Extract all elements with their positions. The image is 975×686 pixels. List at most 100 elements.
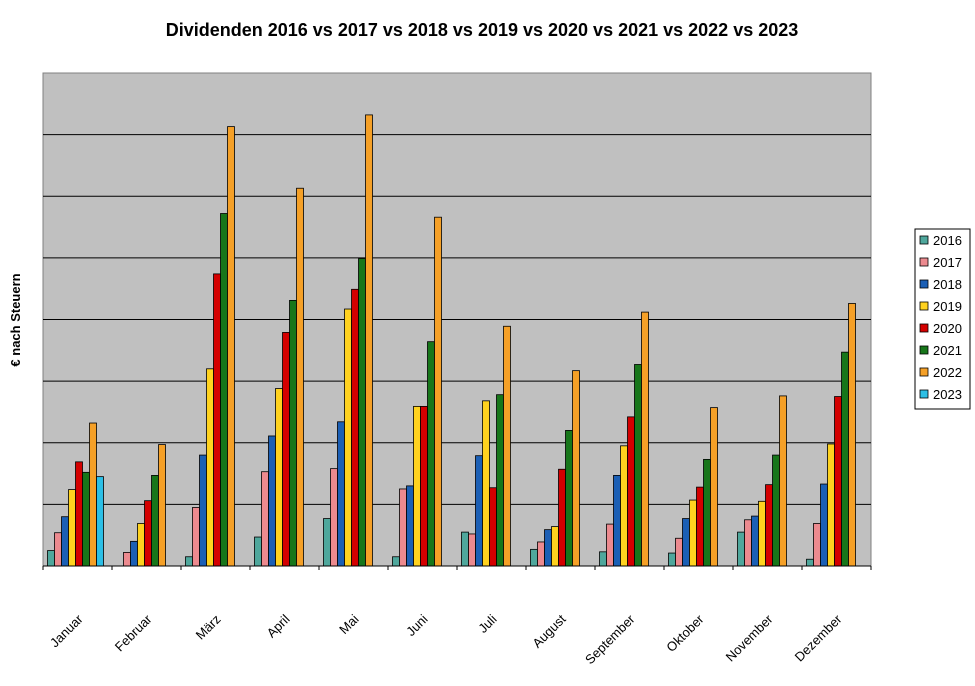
- bar-2021-8: [634, 364, 642, 567]
- bar-2021-6: [496, 394, 504, 567]
- bar-2021-4: [358, 258, 366, 567]
- bar-2018-9: [682, 518, 690, 567]
- x-tick-label: April: [264, 611, 293, 640]
- bar-2020-1: [144, 500, 152, 567]
- bar-2017-7: [537, 541, 545, 567]
- bar-2022-8: [641, 311, 649, 567]
- bar-2017-5: [399, 488, 407, 567]
- bar-2020-10: [765, 484, 773, 567]
- bar-2019-11: [827, 443, 835, 567]
- legend-label-2018: 2018: [933, 277, 962, 292]
- chart-title: Dividenden 2016 vs 2017 vs 2018 vs 2019 …: [166, 20, 799, 40]
- axes: [42, 565, 872, 570]
- legend-swatch-2017: [919, 257, 929, 267]
- bar-2020-3: [282, 332, 290, 567]
- bar-2016-4: [323, 518, 331, 567]
- bar-2018-7: [544, 529, 552, 567]
- bar-2018-1: [130, 540, 138, 567]
- bar-2020-5: [420, 405, 428, 567]
- x-tick-label: Mai: [336, 611, 361, 636]
- legend-swatch-2020: [919, 323, 929, 333]
- bar-2022-1: [158, 444, 166, 567]
- gridlines: [43, 134, 871, 505]
- bar-2020-9: [696, 486, 704, 567]
- legend-label-2017: 2017: [933, 255, 962, 270]
- x-tick-label: Februar: [112, 611, 155, 654]
- bar-2018-6: [475, 455, 483, 567]
- bar-2016-0: [47, 550, 55, 567]
- bar-2016-11: [806, 558, 814, 567]
- legend-swatch-2021: [919, 345, 929, 355]
- bar-2022-6: [503, 325, 511, 567]
- bar-2021-2: [220, 213, 228, 567]
- bar-2017-6: [468, 533, 476, 567]
- bar-2023-0: [96, 476, 104, 567]
- bar-2017-9: [675, 537, 683, 567]
- legend: 2016 2017 2018 2019 2020 2021 2022 2023: [914, 228, 971, 410]
- bar-2019-2: [206, 368, 214, 567]
- bar-2021-0: [82, 471, 90, 567]
- bar-2016-3: [254, 536, 262, 567]
- legend-swatch-2018: [919, 279, 929, 289]
- bar-2021-11: [841, 351, 849, 567]
- bar-2018-0: [61, 516, 69, 567]
- legend-label-2023: 2023: [933, 387, 962, 402]
- x-tick-label: Januar: [47, 611, 86, 650]
- x-tick-label: August: [529, 611, 568, 650]
- x-tick-label: Juli: [475, 611, 499, 635]
- bar-2018-5: [406, 485, 414, 567]
- bar-2022-2: [227, 126, 235, 567]
- bar-2022-11: [848, 303, 856, 567]
- bar-2017-0: [54, 532, 62, 567]
- bar-2022-7: [572, 370, 580, 567]
- bar-2018-3: [268, 435, 276, 567]
- bar-2018-2: [199, 454, 207, 567]
- legend-swatch-2019: [919, 301, 929, 311]
- bar-2021-10: [772, 454, 780, 567]
- bar-2017-2: [192, 507, 200, 567]
- bar-2017-10: [744, 519, 752, 567]
- legend-label-2016: 2016: [933, 233, 962, 248]
- x-tick-label: Oktober: [663, 611, 707, 655]
- bar-2021-7: [565, 430, 573, 567]
- bar-2018-8: [613, 475, 621, 567]
- bar-2017-4: [330, 468, 338, 567]
- legend-label-2022: 2022: [933, 365, 962, 380]
- legend-swatch-2022: [919, 367, 929, 377]
- x-tick-label: Juni: [403, 611, 431, 639]
- legend-label-2021: 2021: [933, 343, 962, 358]
- bar-2020-11: [834, 396, 842, 567]
- bar-2020-8: [627, 416, 635, 567]
- bar-2021-3: [289, 299, 297, 567]
- bar-2019-7: [551, 526, 559, 567]
- x-tick-labels: Januar Februar März April Mai Juni Juli August S…: [47, 611, 845, 667]
- bar-2019-1: [137, 523, 145, 567]
- bar-2021-1: [151, 475, 159, 567]
- x-tick-label: Dezember: [792, 611, 845, 664]
- legend-label-2020: 2020: [933, 321, 962, 336]
- bar-2017-8: [606, 523, 614, 567]
- bar-2021-5: [427, 341, 435, 567]
- bar-2019-6: [482, 400, 490, 567]
- bar-2022-0: [89, 422, 97, 567]
- bar-2021-9: [703, 458, 711, 567]
- bar-2022-10: [779, 395, 787, 567]
- bar-2022-5: [434, 216, 442, 567]
- legend-swatch-2023: [919, 389, 929, 399]
- x-tick-label: März: [193, 612, 224, 643]
- bar-2016-2: [185, 556, 193, 567]
- bar-2019-3: [275, 388, 283, 567]
- bar-2020-0: [75, 461, 83, 567]
- legend-label-2019: 2019: [933, 299, 962, 314]
- bar-2017-1: [123, 552, 131, 567]
- bar-2018-11: [820, 483, 828, 567]
- legend-swatch-2016: [919, 235, 929, 245]
- bar-2022-3: [296, 187, 304, 567]
- bar-2016-6: [461, 531, 469, 567]
- bar-2016-10: [737, 531, 745, 567]
- x-tick-label: September: [582, 611, 638, 667]
- bar-2019-10: [758, 500, 766, 567]
- bar-2019-8: [620, 445, 628, 567]
- bar-2020-4: [351, 288, 359, 567]
